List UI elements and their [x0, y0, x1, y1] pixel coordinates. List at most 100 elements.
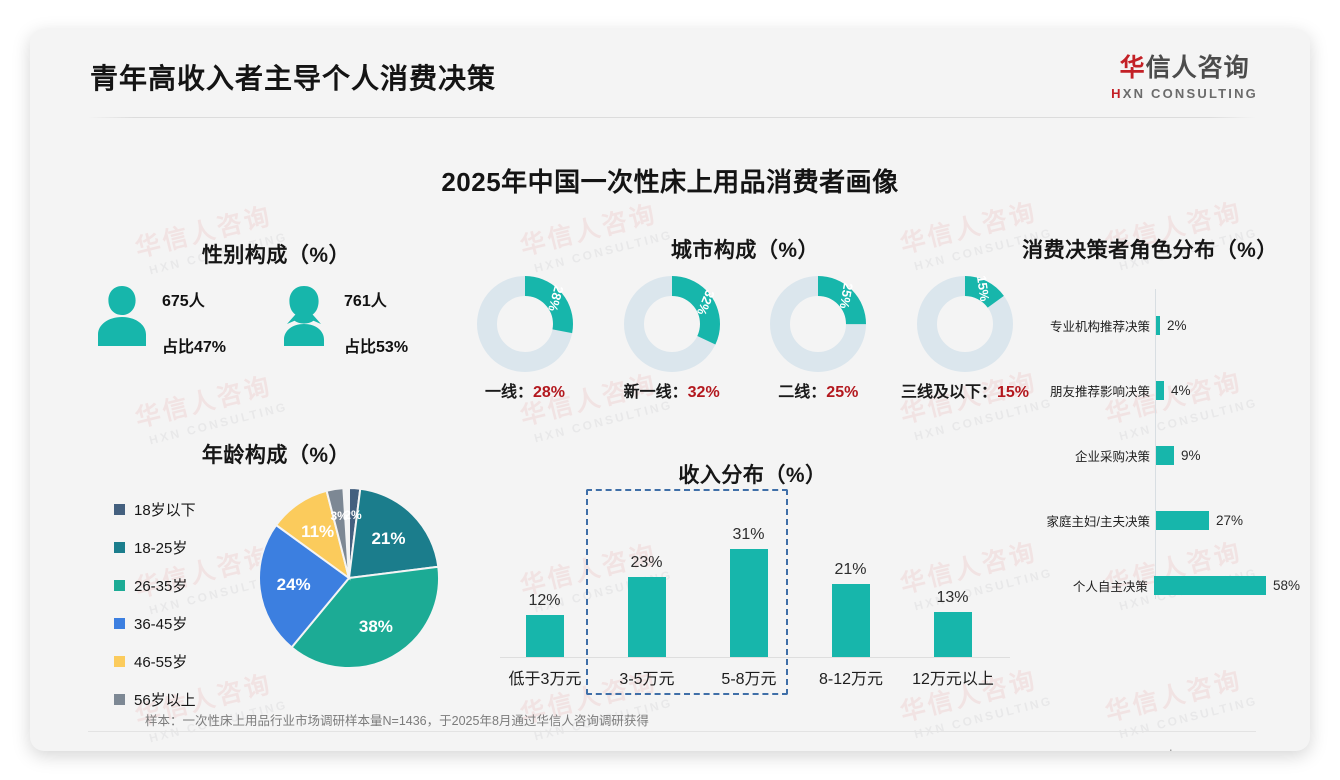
- role-value: 27%: [1216, 512, 1244, 528]
- gender-group-female: 761人占比53%: [278, 284, 408, 357]
- roles-section: 消费决策者角色分布（%） 专业机构推荐决策 2% 朋友推荐影响决策 4% 企业采购决策 9…: [1020, 234, 1300, 634]
- gender-section-title: 性别构成（%）: [201, 244, 351, 267]
- website-url: www.hxrcon.com: [1140, 748, 1234, 751]
- city-donut-label: 一线：28%: [460, 378, 590, 402]
- gender-groups: 675人 占比47% 761人占比53%: [96, 284, 408, 357]
- age-legend: 18岁以下 18-25岁 26-35岁 36-45岁 46-55岁 56岁以上: [114, 499, 196, 727]
- legend-label: 56岁以上: [134, 692, 196, 709]
- pie-slice-label: 2%: [344, 508, 362, 523]
- legend-item: 46-55岁: [114, 651, 196, 672]
- city-section-title: 城市构成（%）: [670, 239, 820, 262]
- income-bar-rect: [933, 612, 972, 657]
- gender-text: 675人 占比47%: [162, 284, 226, 357]
- city-donut-label: 二线：25%: [753, 378, 883, 402]
- gender-count: 761人: [344, 293, 387, 310]
- logo-chinese-first: 华: [1119, 54, 1146, 82]
- pie-slice: [290, 565, 440, 669]
- pie-slice-label: 24%: [276, 574, 311, 594]
- legend-swatch: [114, 542, 125, 553]
- gender-section: 性别构成（%） 675人 占比47% 761人占比53%: [96, 239, 456, 389]
- role-value: 4%: [1171, 382, 1191, 398]
- income-bar-value: 31%: [732, 526, 765, 543]
- age-section: 年龄构成（%） 18岁以下 18-25岁 26-35岁 36-45岁 46-55岁 56岁…: [96, 439, 476, 709]
- gender-share: 占比53%: [344, 339, 409, 356]
- source-note: 样本：一次性床上用品行业市场调研样本量N=1436，于2025年8月通过华信人咨…: [145, 714, 649, 728]
- income-bar-rect: [831, 584, 870, 657]
- role-value: 2%: [1167, 317, 1187, 333]
- income-axis-line: [500, 657, 1010, 658]
- city-value: 15%: [996, 384, 1029, 401]
- role-row: 专业机构推荐决策 2%: [1020, 314, 1300, 336]
- logo-english-rest: XN CONSULTING: [1122, 85, 1258, 101]
- role-row: 朋友推荐影响决策 4%: [1020, 379, 1300, 401]
- legend-item: 18岁以下: [114, 499, 196, 520]
- city-donut-label: 新一线：32%: [607, 378, 737, 402]
- income-bar: 21%: [804, 561, 897, 657]
- legend-item: 26-35岁: [114, 575, 196, 596]
- role-bar: [1156, 510, 1209, 530]
- legend-swatch: [114, 580, 125, 591]
- role-row: 企业采购决策 9%: [1020, 444, 1300, 466]
- income-bar-rect: [525, 615, 564, 657]
- roles-axis-line: [1155, 289, 1156, 599]
- female-icon: [278, 284, 330, 346]
- pie-slice-label: 3%: [330, 508, 348, 523]
- pie-slice: [325, 487, 350, 579]
- city-donut-chart: 32%: [622, 274, 722, 374]
- header: 青年高收入者主导个人消费决策 华信人咨询 HXN CONSULTING: [30, 29, 1310, 117]
- page-title: 青年高收入者主导个人消费决策: [90, 63, 497, 94]
- legend-swatch: [114, 694, 125, 705]
- logo-chinese-rest: 信人咨询: [1145, 54, 1250, 82]
- city-section: 城市构成（%） 28% 一线：28% 32% 新一线：32% 25% 二线：25% 15% 三…: [460, 234, 1030, 404]
- income-category-label: 3-5万元: [619, 671, 675, 688]
- income-bar-value: 21%: [834, 561, 867, 578]
- legend-label: 26-35岁: [134, 578, 188, 595]
- city-name: 三线及以下：: [900, 384, 997, 401]
- chart-subtitle: 2025年中国一次性床上用品消费者画像: [441, 167, 899, 197]
- income-bar: 12%: [498, 592, 591, 657]
- role-row: 个人自主决策 58%: [1020, 574, 1300, 596]
- income-bar-group: 12% 23% 31% 21% 13%: [480, 507, 1025, 657]
- income-category-labels: 低于3万元 3-5万元 5-8万元 8-12万元 12万元以上: [480, 665, 1025, 691]
- pie-slice: [347, 487, 440, 580]
- legend-label: 18岁以下: [134, 502, 196, 519]
- role-label: 个人自主决策: [1072, 579, 1148, 594]
- gender-share: 占比47%: [162, 339, 227, 356]
- income-bar-value: 13%: [936, 589, 969, 606]
- city-name: 新一线：: [623, 384, 688, 401]
- legend-swatch: [114, 504, 125, 515]
- city-donut-cell: 32% 新一线：32%: [607, 274, 737, 402]
- infographic-slide: 华信人咨询 HXN CONSULTING 华信人咨询 HXN CONSULTING 华信…: [30, 29, 1310, 751]
- legend-item: 36-45岁: [114, 613, 196, 634]
- role-row: 家庭主妇/主夫决策 27%: [1020, 509, 1300, 531]
- income-category-label: 5-8万元: [721, 671, 777, 688]
- legend-item: 18-25岁: [114, 537, 196, 558]
- city-name: 一线：: [484, 384, 533, 401]
- logo-english-first: H: [1111, 85, 1123, 101]
- role-bar: [1156, 315, 1160, 335]
- city-donut-cell: 25% 二线：25%: [753, 274, 883, 402]
- role-value: 9%: [1181, 447, 1201, 463]
- role-label: 专业机构推荐决策: [1049, 319, 1150, 334]
- city-value: 28%: [532, 384, 566, 401]
- income-bar: 31%: [702, 526, 795, 657]
- city-donut-chart: 25%: [768, 274, 868, 374]
- copyright-text: ©2025.10 HXR华信人咨询: [106, 748, 253, 751]
- city-value: 32%: [687, 384, 720, 401]
- income-section: 收入分布（%） 12% 23% 31% 21% 13% 低于3万元 3-5万元 5-8万元 8…: [480, 459, 1025, 695]
- legend-label: 18-25岁: [134, 540, 188, 557]
- city-donut-cell: 15% 三线及以下：15%: [900, 274, 1030, 402]
- legend-swatch: [114, 656, 125, 667]
- age-section-title: 年龄构成（%）: [201, 444, 351, 467]
- city-donut-chart: 15%: [915, 274, 1015, 374]
- role-label: 企业采购决策: [1074, 449, 1150, 464]
- legend-label: 36-45岁: [134, 616, 188, 633]
- pie-slice-label: 38%: [358, 616, 393, 636]
- watermark-english: HXN CONSULTING: [912, 693, 1055, 742]
- legend-label: 46-55岁: [134, 654, 188, 671]
- income-bar-rect: [627, 577, 666, 657]
- city-donut-label: 三线及以下：15%: [900, 378, 1030, 402]
- city-donut-chart: 28%: [475, 274, 575, 374]
- city-donut-cell: 28% 一线：28%: [460, 274, 590, 402]
- city-name: 二线：: [778, 384, 827, 401]
